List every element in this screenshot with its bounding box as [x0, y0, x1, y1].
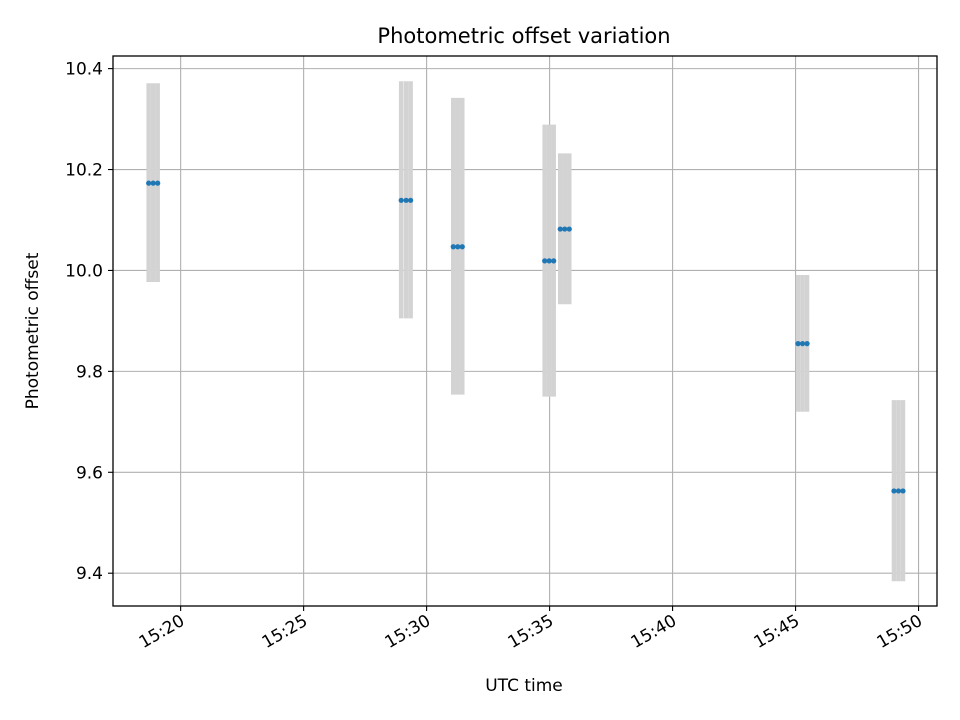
y-tick-label: 10.4 [65, 60, 103, 80]
data-point [455, 244, 461, 250]
data-point [546, 258, 552, 264]
data-point [799, 341, 806, 347]
data-point [551, 258, 557, 264]
chart-title: Photometric offset variation [377, 24, 670, 48]
data-point [557, 226, 563, 232]
data-point [403, 197, 409, 203]
data-point [155, 180, 161, 186]
data-point [900, 488, 906, 494]
y-tick-label: 10.2 [65, 161, 103, 181]
y-axis-label: Photometric offset [23, 252, 43, 409]
data-point [450, 244, 456, 250]
y-axis: 9.4 9.6 9.8 10.0 10.2 10.4 [65, 60, 113, 584]
data-point [795, 341, 801, 347]
data-point [562, 226, 568, 232]
y-tick-label: 10.0 [65, 261, 103, 281]
data-point [895, 488, 902, 494]
y-tick-label: 9.6 [76, 463, 103, 483]
x-axis-label: UTC time [485, 676, 563, 696]
data-point [146, 180, 152, 186]
data-point [542, 258, 548, 264]
data-point [459, 244, 465, 250]
point-layer [146, 180, 906, 494]
data-point [398, 197, 404, 203]
data-point [150, 180, 156, 186]
data-point [804, 341, 810, 347]
plot-frame [112, 55, 938, 607]
data-point [408, 197, 414, 203]
y-tick-label: 9.8 [76, 362, 103, 382]
data-point [566, 226, 572, 232]
data-point [891, 488, 897, 494]
y-tick-label: 9.4 [76, 564, 103, 584]
